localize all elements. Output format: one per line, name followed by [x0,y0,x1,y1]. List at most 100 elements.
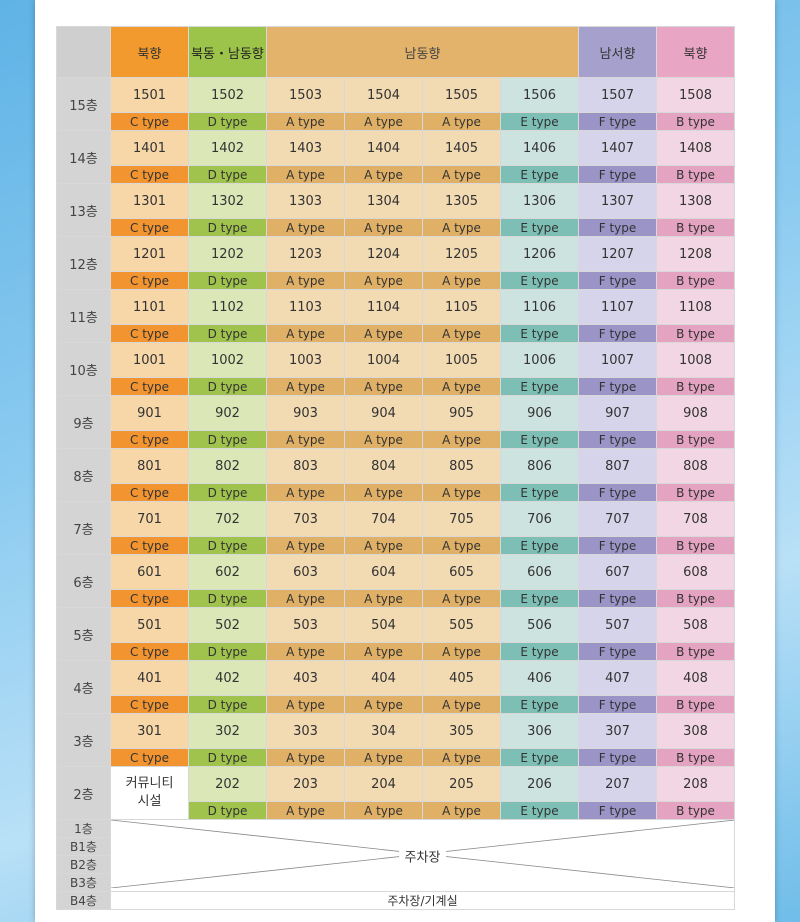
unit-type-cell: A type [266,165,345,184]
basement-row-b2: B2층 [56,855,735,874]
community-label-line2: 시설 [137,794,162,809]
unit-number-cell: 608 [656,554,735,590]
unit-number-cell: 305 [422,713,501,749]
unit-number-cell: 502 [188,607,267,643]
unit-type-cell: F type [578,430,657,449]
community-facility-cell: 커뮤니티 시설 [110,766,189,820]
unit-type-cell: A type [266,218,345,237]
unit-type-cell: F type [578,218,657,237]
unit-type-cell: E type [500,536,579,555]
unit-type-cell: E type [500,801,579,820]
floor-label: 15층 [56,77,111,131]
unit-number-cell: 807 [578,448,657,484]
unit-number-cell: 902 [188,395,267,431]
floor-label: 7층 [56,501,111,555]
unit-type-cell: A type [266,589,345,608]
unit-number-cell: 704 [344,501,423,537]
unit-type-cell: C type [110,589,189,608]
unit-number-cell: 1401 [110,130,189,166]
floor-label: 6층 [56,554,111,608]
unit-number-cell: 501 [110,607,189,643]
unit-number-cell: 801 [110,448,189,484]
floor-label-b3: B3층 [56,873,111,892]
header-southeast: 남동향 [266,26,579,78]
floor-type-row: C type D type A type A type A type E type F ty… [57,112,735,131]
floor-label: 4층 [56,660,111,714]
floor-type-row: C type D type A type A type A type E type F ty… [57,642,735,661]
unit-number-cell: 508 [656,607,735,643]
unit-type-cell: A type [266,377,345,396]
unit-allocation-table: 북향 북동・남동향 남동향 남서향 북향 15층 1501 1502 1503 1504… [56,26,735,910]
unit-number-cell: 1408 [656,130,735,166]
floor-label: 3층 [56,713,111,767]
unit-type-cell: D type [188,801,267,820]
unit-number-cell: 1001 [110,342,189,378]
unit-type-cell: E type [500,483,579,502]
unit-number-cell: 803 [266,448,345,484]
unit-number-cell: 1207 [578,236,657,272]
unit-type-cell: A type [422,589,501,608]
unit-type-cell: A type [344,112,423,131]
unit-number-cell: 805 [422,448,501,484]
floor-label: 10층 [56,342,111,396]
unit-number-cell: 205 [422,766,501,802]
unit-type-cell: C type [110,271,189,290]
unit-type-cell: B type [656,748,735,767]
floor-label-b2: B2층 [56,855,111,874]
community-label-line1: 커뮤니티 [125,776,174,791]
unit-type-cell: A type [344,377,423,396]
floor-unit-row: 5층 501 502 503 504 505 506 507 508 [56,607,735,661]
floor-unit-row: 7층 701 702 703 704 705 706 707 708 [56,501,735,555]
unit-number-cell: 1108 [656,289,735,325]
unit-type-cell: C type [110,536,189,555]
parking-machine-room: 주차장/기계실 [110,891,735,910]
unit-type-cell: C type [110,218,189,237]
unit-number-cell: 702 [188,501,267,537]
unit-number-cell: 808 [656,448,735,484]
unit-type-cell: B type [656,642,735,661]
unit-type-cell: A type [266,483,345,502]
unit-type-cell: F type [578,801,657,820]
unit-number-cell: 708 [656,501,735,537]
unit-number-cell: 1102 [188,289,267,325]
unit-number-cell: 1002 [188,342,267,378]
unit-number-cell: 703 [266,501,345,537]
unit-type-cell: E type [500,377,579,396]
unit-number-cell: 1403 [266,130,345,166]
unit-number-cell: 903 [266,395,345,431]
unit-type-cell: D type [188,324,267,343]
unit-number-cell: 1402 [188,130,267,166]
unit-number-cell: 308 [656,713,735,749]
unit-number-cell: 1307 [578,183,657,219]
unit-number-cell: 404 [344,660,423,696]
unit-type-cell: A type [344,748,423,767]
basement-row-b1: B1층 [56,837,735,856]
unit-number-cell: 1106 [500,289,579,325]
unit-number-cell: 1103 [266,289,345,325]
floor-unit-row: 15층 1501 1502 1503 1504 1505 1506 1507 1508 [56,77,735,131]
unit-number-cell: 1205 [422,236,501,272]
unit-number-cell: 905 [422,395,501,431]
unit-type-cell: A type [266,324,345,343]
floor-label: 9층 [56,395,111,449]
unit-number-cell: 202 [188,766,267,802]
unit-type-cell: A type [344,642,423,661]
unit-number-cell: 802 [188,448,267,484]
unit-type-cell: A type [344,536,423,555]
unit-number-cell: 1501 [110,77,189,113]
unit-type-cell: E type [500,324,579,343]
unit-number-cell: 1304 [344,183,423,219]
unit-type-cell: C type [110,377,189,396]
floor-type-row: C type D type A type A type A type E type F ty… [57,218,735,237]
floor-label: 13층 [56,183,111,237]
unit-type-cell: D type [188,271,267,290]
floor-unit-row: 10층 1001 1002 1003 1004 1005 1006 1007 1008 [56,342,735,396]
unit-number-cell: 1505 [422,77,501,113]
unit-type-cell: A type [266,271,345,290]
unit-type-cell: D type [188,748,267,767]
unit-type-cell: A type [266,695,345,714]
unit-type-cell: B type [656,430,735,449]
unit-type-cell: C type [110,430,189,449]
unit-number-cell: 705 [422,501,501,537]
unit-type-cell: A type [266,748,345,767]
